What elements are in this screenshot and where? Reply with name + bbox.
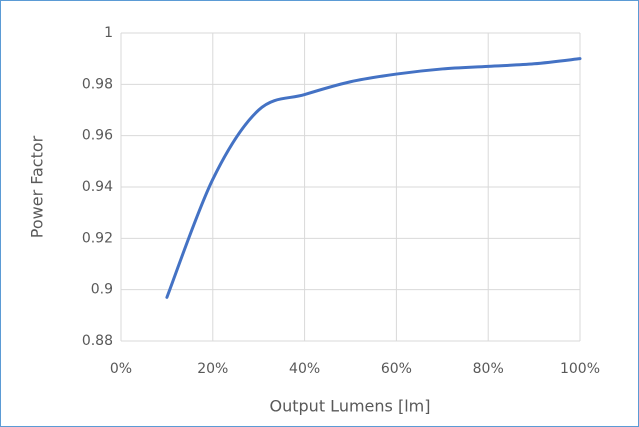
x-tick-label: 80% bbox=[473, 361, 504, 377]
x-tick-label: 20% bbox=[197, 361, 228, 377]
y-tick-label: 0.9 bbox=[91, 282, 113, 298]
y-tick-label: 0.96 bbox=[82, 128, 113, 144]
x-axis-label: Output Lumens [lm] bbox=[270, 397, 431, 416]
x-tick-label: 40% bbox=[289, 361, 320, 377]
y-tick-label: 0.92 bbox=[82, 230, 113, 246]
y-tick-label: 0.88 bbox=[82, 333, 113, 349]
x-tick-label: 100% bbox=[560, 361, 600, 377]
y-tick-label: 0.98 bbox=[82, 76, 113, 92]
x-tick-label: 60% bbox=[381, 361, 412, 377]
y-tick-label: 1 bbox=[104, 25, 113, 41]
y-tick-label: 0.94 bbox=[82, 179, 113, 195]
y-axis-label: Power Factor bbox=[28, 135, 47, 238]
x-tick-label: 0% bbox=[110, 361, 132, 377]
data-line bbox=[165, 57, 582, 299]
